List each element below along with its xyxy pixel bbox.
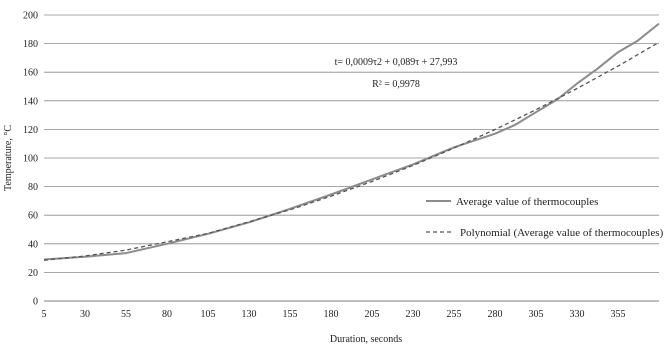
legend-label-polynomial: Polynomial (Average value of thermocoupl… <box>460 227 664 239</box>
x-tick-label: 330 <box>570 309 585 320</box>
y-tick-label: 40 <box>28 239 38 250</box>
x-tick-label: 305 <box>529 309 544 320</box>
y-tick-label: 20 <box>28 268 38 279</box>
x-tick-label: 180 <box>324 309 339 320</box>
x-tick-label: 205 <box>365 309 380 320</box>
series-line-polynomial-trend <box>43 41 660 261</box>
y-tick-label: 80 <box>28 182 38 193</box>
y-tick-label: 140 <box>23 96 38 107</box>
y-tick-label: 60 <box>28 211 38 222</box>
x-axis-ticks: 5 30 55 80 105 130 155 180 205 230 255 280 305 330 355 <box>42 309 626 320</box>
x-tick-label: 105 <box>201 309 216 320</box>
r-squared-annotation: R² = 0,9978 <box>372 79 420 90</box>
x-tick-label: 255 <box>447 309 462 320</box>
equation-annotation: t= 0,0009τ2 + 0,089τ + 27,993 <box>335 57 458 68</box>
y-tick-label: 200 <box>23 11 38 22</box>
x-tick-label: 80 <box>162 309 172 320</box>
y-tick-label: 160 <box>23 68 38 79</box>
x-tick-label: 280 <box>488 309 503 320</box>
x-tick-label: 5 <box>42 309 47 320</box>
y-tick-label: 120 <box>23 125 38 136</box>
y-axis-label: Temperature, °C <box>3 125 14 191</box>
x-axis-label: Duration, seconds <box>330 334 402 345</box>
x-tick-label: 30 <box>80 309 90 320</box>
legend-label-average: Average value of thermocouples <box>456 196 598 208</box>
x-tick-label: 55 <box>121 309 131 320</box>
y-axis-ticks: 0 20 40 60 80 100 120 140 160 180 200 <box>23 11 38 308</box>
x-tick-label: 355 <box>611 309 626 320</box>
series-line-average <box>43 22 660 261</box>
x-tick-label: 130 <box>242 309 257 320</box>
series-group <box>43 22 660 261</box>
x-tick-label: 230 <box>406 309 421 320</box>
y-tick-label: 100 <box>23 154 38 165</box>
y-tick-label: 180 <box>23 39 38 50</box>
legend: Average value of thermocouples Polynomia… <box>426 196 664 239</box>
x-tick-label: 155 <box>283 309 298 320</box>
y-tick-label: 0 <box>33 297 38 308</box>
